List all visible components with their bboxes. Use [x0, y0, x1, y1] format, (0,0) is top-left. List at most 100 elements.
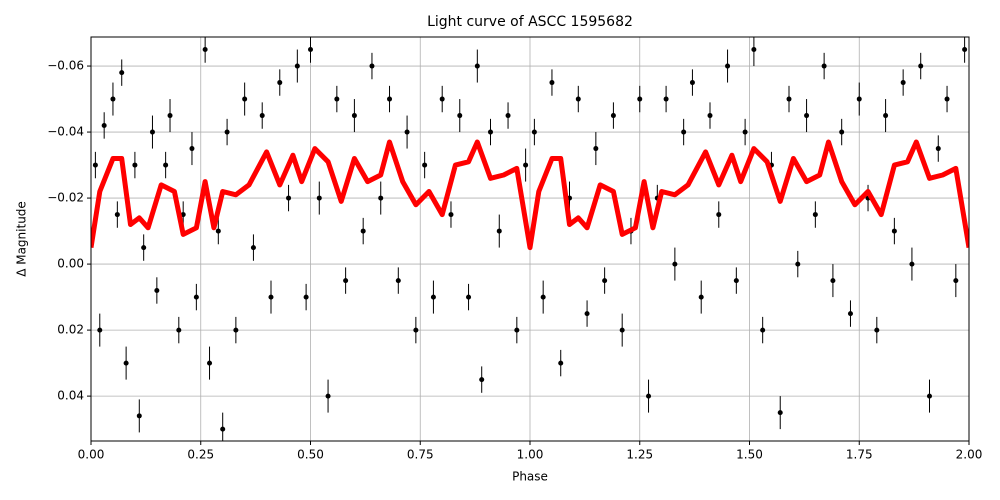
data-point — [900, 80, 906, 86]
data-point — [944, 96, 950, 102]
x-tick-label: 0.50 — [297, 448, 324, 462]
data-point — [716, 212, 722, 218]
data-point — [286, 195, 292, 201]
data-point — [804, 113, 810, 119]
data-point — [422, 162, 428, 168]
data-point — [935, 146, 941, 152]
data-point — [918, 63, 924, 69]
data-point — [308, 47, 313, 53]
data-point — [343, 278, 349, 284]
data-point — [92, 162, 98, 168]
data-point — [584, 311, 590, 317]
data-point — [698, 294, 704, 300]
data-point — [549, 80, 555, 86]
data-point — [725, 63, 731, 69]
data-point — [909, 261, 915, 267]
data-point — [558, 360, 564, 366]
x-tick-label: 2.00 — [956, 448, 983, 462]
data-point — [334, 96, 340, 102]
x-tick-label: 1.00 — [517, 448, 544, 462]
data-point — [637, 96, 643, 102]
data-point — [136, 413, 142, 419]
data-point — [360, 228, 366, 234]
data-point — [176, 327, 182, 333]
data-point — [457, 113, 463, 119]
data-point — [369, 63, 375, 69]
data-point — [672, 261, 678, 267]
data-point — [207, 360, 213, 366]
data-point — [220, 426, 226, 432]
data-point — [487, 129, 493, 135]
data-point — [681, 129, 687, 135]
data-point — [514, 327, 520, 333]
data-point — [259, 113, 265, 119]
data-point — [351, 113, 357, 119]
data-point — [163, 162, 169, 168]
data-point — [830, 278, 836, 284]
data-point — [926, 393, 932, 399]
data-point — [154, 287, 160, 293]
data-point — [883, 113, 889, 119]
plot-area — [91, 37, 969, 441]
x-tick-label: 1.25 — [626, 448, 653, 462]
data-point — [123, 360, 129, 366]
data-point — [132, 162, 138, 168]
axes: 0.00 0.25 0.50 0.75 1.00 1.25 1.50 1.75 2.00 −0.0… — [47, 59, 982, 462]
data-point — [874, 327, 880, 333]
data-point — [193, 294, 199, 300]
data-point — [751, 47, 757, 53]
data-point — [839, 129, 845, 135]
data-point — [523, 162, 529, 168]
model-curve — [91, 139, 969, 251]
data-point — [167, 113, 173, 119]
data-point — [479, 377, 485, 383]
data-point — [114, 212, 120, 218]
data-point — [97, 327, 103, 333]
data-point — [395, 278, 401, 284]
data-point — [413, 327, 419, 333]
x-tick-label: 1.50 — [736, 448, 763, 462]
data-point — [733, 278, 739, 284]
data-point — [325, 393, 331, 399]
chart-title: Light curve of ASCC 1595682 — [427, 14, 633, 30]
data-point — [610, 113, 616, 119]
data-point — [646, 393, 652, 399]
data-point — [189, 146, 195, 152]
x-tick-label: 0.00 — [78, 448, 105, 462]
data-point — [466, 294, 472, 300]
data-point — [760, 327, 766, 333]
y-tick-label: −0.04 — [47, 125, 84, 139]
data-point — [856, 96, 862, 102]
data-point — [110, 96, 116, 102]
y-axis-label: Δ Magnitude — [15, 201, 29, 277]
data-point — [303, 294, 309, 300]
data-point — [777, 410, 783, 416]
data-point — [242, 96, 248, 102]
data-point — [277, 80, 283, 86]
y-tick-label: 0.02 — [57, 323, 84, 337]
y-tick-label: −0.02 — [47, 191, 84, 205]
data-point — [962, 47, 968, 53]
y-tick-label: −0.06 — [47, 59, 84, 73]
data-point — [593, 146, 599, 152]
data-point — [891, 228, 897, 234]
data-point — [812, 212, 818, 218]
data-point — [202, 47, 208, 53]
data-point — [742, 129, 748, 135]
data-point — [294, 63, 300, 69]
x-tick-label: 1.75 — [846, 448, 873, 462]
data-point — [619, 327, 625, 333]
data-point — [540, 294, 546, 300]
data-point — [689, 80, 695, 86]
data-point — [404, 129, 410, 135]
data-point — [821, 63, 827, 69]
data-point — [141, 245, 147, 251]
x-axis-label: Phase — [512, 470, 548, 484]
data-point — [387, 96, 393, 102]
data-point — [448, 212, 454, 218]
data-point — [215, 228, 221, 234]
data-point — [149, 129, 155, 135]
data-point — [224, 129, 230, 135]
data-point — [268, 294, 274, 300]
